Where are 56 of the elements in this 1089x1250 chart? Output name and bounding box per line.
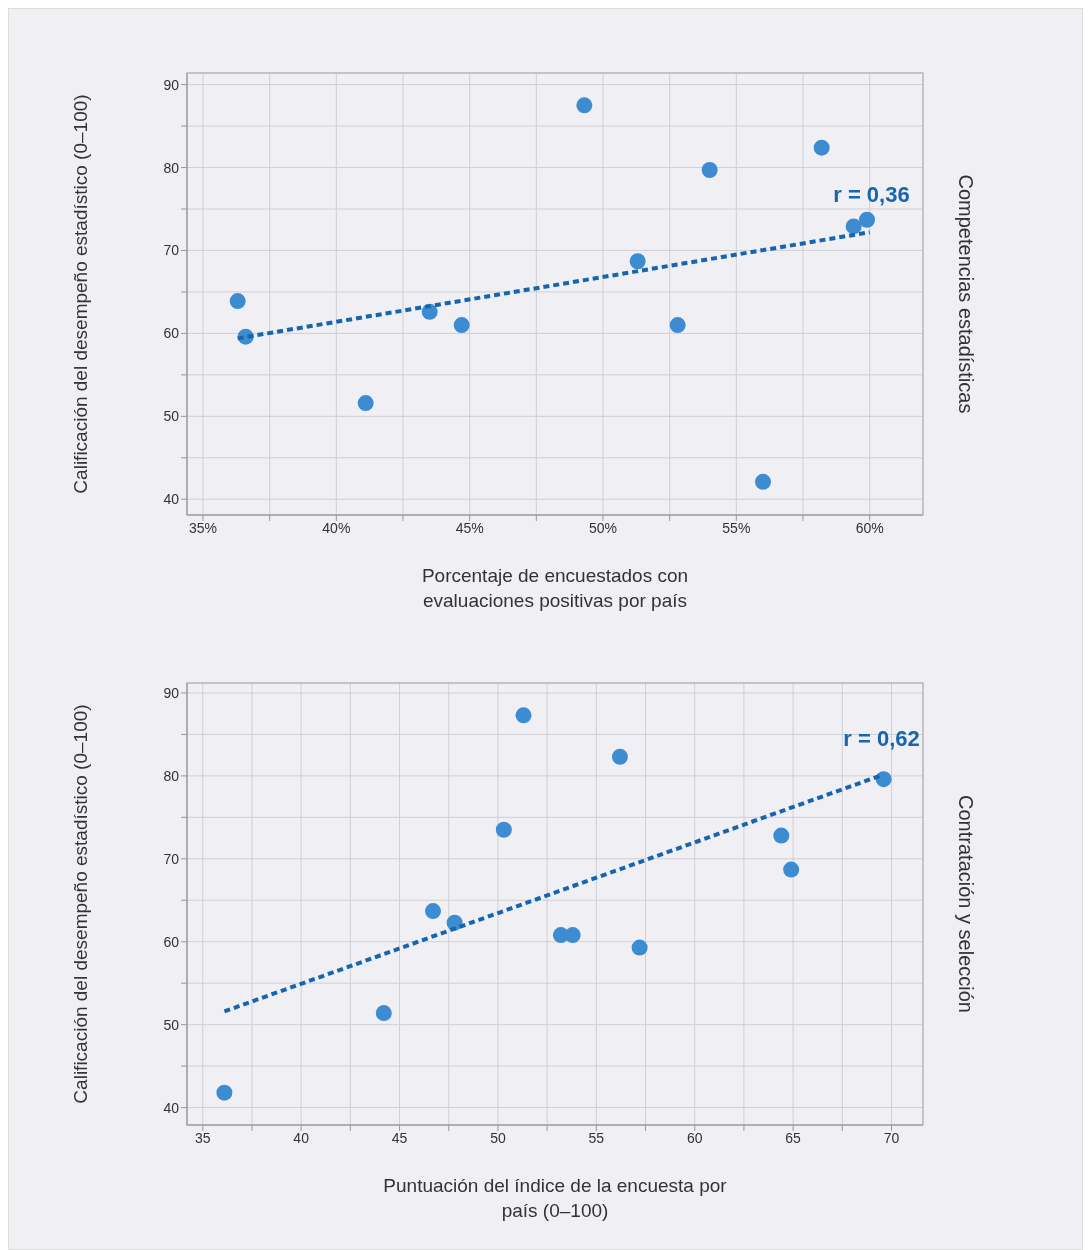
x-tick-label: 50 <box>490 1129 506 1146</box>
y2-axis-title: Competencias estadísticas <box>954 174 977 414</box>
point <box>859 211 875 228</box>
x-tick-label: 65 <box>785 1129 802 1146</box>
point <box>755 473 771 490</box>
y-tick-label: 90 <box>163 684 180 701</box>
y-tick-label: 70 <box>163 242 180 259</box>
point <box>453 317 470 334</box>
x-tick-label: 45% <box>455 519 484 536</box>
y-tick-label: 40 <box>163 491 180 508</box>
point <box>875 771 892 788</box>
x-axis-title: Porcentaje de encuestados con evaluaciones positivas por país <box>420 564 690 613</box>
x-tick-label: 35% <box>188 519 218 536</box>
point <box>495 821 512 838</box>
point <box>701 162 718 179</box>
point <box>631 939 648 956</box>
point <box>773 827 790 844</box>
y-tick-label: 80 <box>163 159 180 176</box>
x-axis-title: Puntuación del índice de la encuesta por país (0–100) <box>382 1174 728 1223</box>
y-tick-label: 50 <box>163 1016 180 1033</box>
point <box>629 253 646 270</box>
x-tick-label: 70 <box>883 1129 900 1146</box>
point <box>375 1005 392 1022</box>
point <box>564 927 581 944</box>
point <box>424 903 441 920</box>
x-tick-label: 55 <box>588 1129 605 1146</box>
point <box>611 748 628 765</box>
point <box>845 218 862 235</box>
point <box>813 139 830 156</box>
x-tick-label: 50% <box>588 519 618 536</box>
y-tick-label: 40 <box>163 1099 180 1116</box>
point <box>669 317 686 334</box>
x-tick-label: 60% <box>855 519 884 536</box>
y2-axis-title: Contratación y selección <box>954 795 977 1013</box>
y-axis-title: Calificación del desempeño estadístico (0–100) <box>69 704 92 1104</box>
x-tick-label: 55% <box>722 519 751 536</box>
point <box>229 293 246 310</box>
point <box>515 707 532 724</box>
y-tick-label: 80 <box>163 767 180 784</box>
point <box>357 395 374 412</box>
y-tick-label: 70 <box>163 850 180 867</box>
annotation: r = 0,62 <box>843 725 920 752</box>
y-tick-label: 60 <box>163 933 180 950</box>
x-tick-label: 45 <box>391 1129 408 1146</box>
point <box>576 97 593 114</box>
annotation: r = 0,36 <box>833 182 910 209</box>
y-tick-label: 50 <box>163 408 180 425</box>
y-tick-label: 90 <box>163 76 180 93</box>
point <box>216 1084 233 1101</box>
y-tick-label: 60 <box>163 325 180 342</box>
x-tick-label: 35 <box>194 1129 211 1146</box>
x-tick-label: 60 <box>686 1129 703 1146</box>
point <box>783 861 800 878</box>
x-tick-label: 40 <box>293 1129 310 1146</box>
y-axis-title: Calificación del desempeño estadístico (0–100) <box>69 94 92 494</box>
x-tick-label: 40% <box>322 519 351 536</box>
